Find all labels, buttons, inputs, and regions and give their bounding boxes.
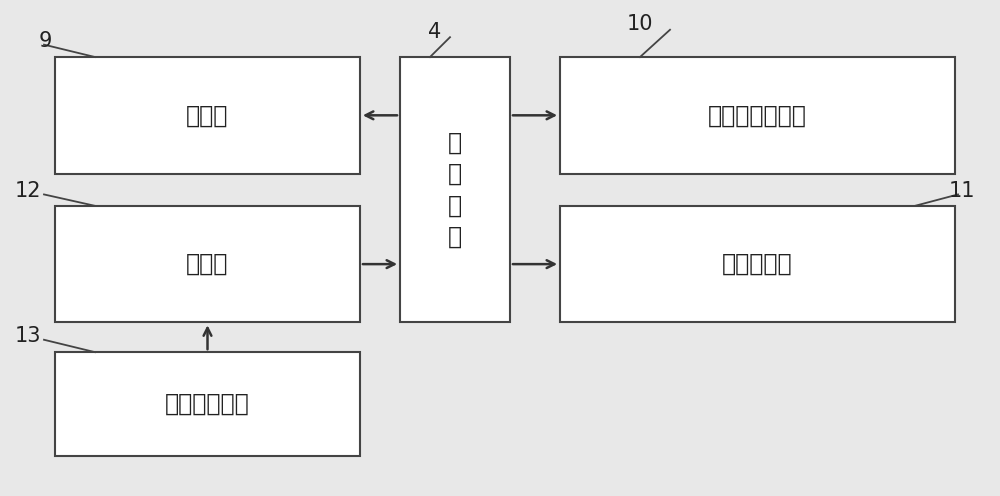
Bar [55, 206, 360, 322]
Bar [400, 57, 510, 322]
Bar [560, 206, 955, 322]
Bar [560, 57, 955, 174]
Text: 13: 13 [15, 326, 41, 346]
Text: 12: 12 [15, 181, 41, 201]
Bar [55, 352, 360, 456]
Text: 解码器: 解码器 [186, 252, 229, 276]
Text: 11: 11 [949, 181, 975, 201]
Text: 无线收发单元: 无线收发单元 [165, 392, 250, 416]
Text: 电源变压器: 电源变压器 [722, 252, 793, 276]
Text: 单片时序控制器: 单片时序控制器 [708, 103, 807, 127]
Text: 9: 9 [38, 31, 52, 51]
Text: 10: 10 [627, 14, 653, 34]
Bar [55, 57, 360, 174]
Text: 控
制
面
板: 控 制 面 板 [448, 130, 462, 249]
Text: 4: 4 [428, 22, 442, 42]
Text: 继电器: 继电器 [186, 103, 229, 127]
